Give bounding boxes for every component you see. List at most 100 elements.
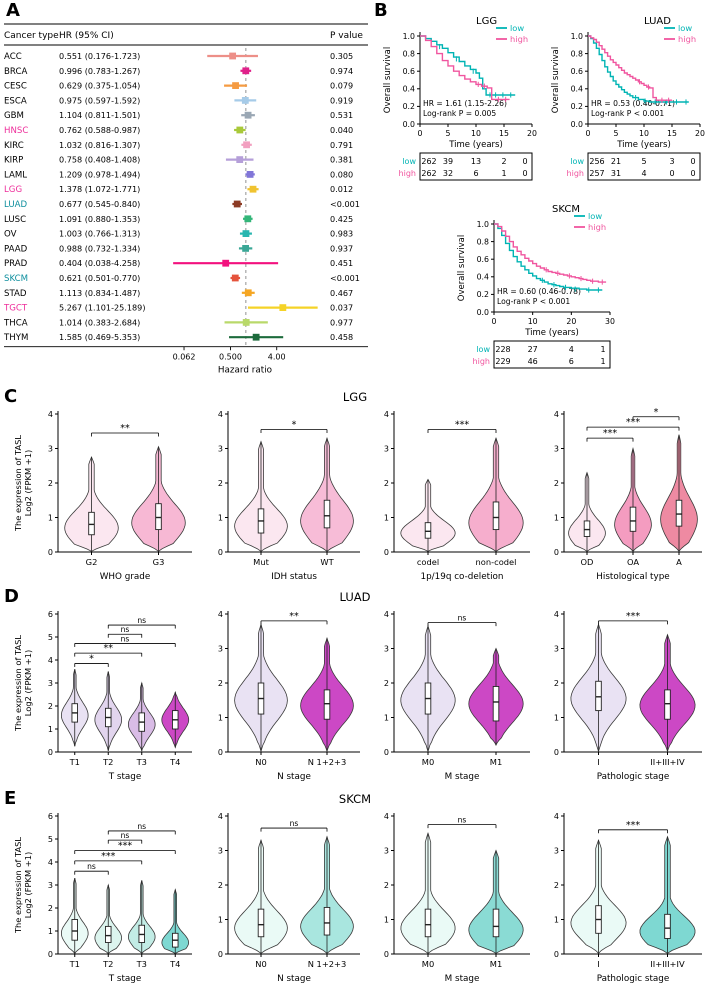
svg-text:LUAD: LUAD — [644, 16, 671, 27]
km-curve-low — [494, 223, 603, 291]
svg-text:ns: ns — [87, 862, 96, 871]
svg-text:LGG: LGG — [4, 185, 22, 195]
svg-text:0.551 (0.176-1.723): 0.551 (0.176-1.723) — [59, 51, 140, 61]
svg-text:***: *** — [626, 611, 641, 622]
svg-text:1: 1 — [554, 513, 559, 522]
svg-text:0.2: 0.2 — [477, 290, 489, 299]
svg-text:262: 262 — [421, 169, 436, 178]
svg-text:4: 4 — [218, 410, 223, 419]
svg-text:SKCM: SKCM — [4, 274, 28, 284]
forest-row-TGCT: TGCT 5.267 (1.101-25.189) 0.037 — [3, 303, 353, 314]
svg-text:1: 1 — [554, 915, 559, 924]
svg-text:1: 1 — [600, 357, 605, 366]
violin-chart-luad-path-stage: 0 1 2 3 4 I II+III+IV Pathologic stage *** — [554, 610, 702, 782]
svg-text:1: 1 — [218, 713, 223, 722]
svg-text:2: 2 — [218, 881, 223, 890]
svg-text:M0: M0 — [422, 959, 434, 969]
svg-text:ns: ns — [121, 625, 130, 634]
svg-text:N0: N0 — [255, 959, 267, 969]
violin-chart-lgg-1p19q: 0 1 2 3 4 codel non-codel 1p/19q co-deletion *** — [384, 410, 530, 582]
km-curve-high — [588, 35, 672, 101]
svg-text:G3: G3 — [153, 557, 165, 567]
forest-row-HNSC: HNSC 0.762 (0.588-0.987) 0.040 — [4, 125, 353, 136]
svg-text:ns: ns — [137, 616, 146, 625]
svg-text:high: high — [678, 34, 696, 44]
svg-text:0.404 (0.038-4.258): 0.404 (0.038-4.258) — [59, 258, 140, 268]
svg-text:10: 10 — [528, 317, 538, 326]
svg-text:4: 4 — [48, 656, 53, 665]
svg-text:codel: codel — [417, 557, 439, 567]
svg-text:T1: T1 — [69, 959, 80, 969]
svg-text:4.00: 4.00 — [268, 353, 286, 362]
svg-text:Overall survival: Overall survival — [457, 235, 467, 301]
svg-text:30: 30 — [605, 317, 615, 326]
svg-text:Log-rank P < 0.001: Log-rank P < 0.001 — [497, 297, 570, 306]
svg-text:0: 0 — [554, 950, 559, 959]
svg-text:0.2: 0.2 — [403, 102, 415, 111]
svg-text:257: 257 — [589, 169, 604, 178]
svg-text:HR = 1.61 (1.15-2.26): HR = 1.61 (1.15-2.26) — [423, 99, 507, 108]
svg-text:ns: ns — [121, 831, 130, 840]
svg-text:2: 2 — [554, 479, 559, 488]
svg-text:A: A — [676, 557, 682, 567]
svg-text:1: 1 — [554, 713, 559, 722]
svg-text:P value: P value — [330, 31, 363, 41]
svg-text:1.378 (1.072-1.771): 1.378 (1.072-1.771) — [59, 184, 140, 194]
svg-text:1.014 (0.383-2.684): 1.014 (0.383-2.684) — [59, 317, 140, 327]
svg-text:0.8: 0.8 — [403, 49, 415, 58]
forest-row-KIRC: KIRC 1.032 (0.816-1.307) 0.791 — [4, 140, 353, 151]
violin-chart-skcm-t-stage: 0 1 2 3 4 5 6 The expression of TASL Log2 (FPKM … — [13, 812, 192, 984]
svg-text:0.988 (0.732-1.334): 0.988 (0.732-1.334) — [59, 243, 140, 253]
svg-text:0: 0 — [522, 157, 527, 166]
svg-text:15: 15 — [499, 129, 509, 138]
svg-text:OV: OV — [4, 230, 17, 240]
svg-text:low: low — [678, 23, 692, 33]
svg-text:0.425: 0.425 — [330, 214, 353, 224]
svg-text:The expression of TASL: The expression of TASL — [13, 435, 23, 532]
svg-text:T2: T2 — [102, 959, 113, 969]
svg-text:0.6: 0.6 — [571, 67, 583, 76]
svg-text:2: 2 — [384, 479, 389, 488]
svg-text:5.267 (1.101-25.189): 5.267 (1.101-25.189) — [59, 303, 145, 313]
svg-text:Mut: Mut — [253, 557, 269, 567]
svg-text:**: ** — [104, 643, 114, 654]
svg-text:Time (years): Time (years) — [616, 140, 671, 150]
svg-text:0.8: 0.8 — [477, 237, 489, 246]
svg-text:0.012: 0.012 — [330, 184, 353, 194]
svg-text:N0: N0 — [255, 757, 267, 767]
svg-text:WT: WT — [320, 557, 334, 567]
svg-text:high: high — [588, 222, 606, 232]
panel-d-letter: D — [4, 586, 19, 607]
svg-text:4: 4 — [554, 812, 559, 821]
svg-text:39: 39 — [443, 157, 453, 166]
svg-text:3: 3 — [384, 444, 389, 453]
svg-text:2: 2 — [48, 904, 53, 913]
svg-text:OD: OD — [581, 557, 594, 567]
svg-text:ns: ns — [290, 819, 299, 828]
svg-text:6: 6 — [473, 169, 478, 178]
svg-text:high: high — [399, 169, 416, 178]
svg-text:low: low — [510, 23, 524, 33]
km-curve-low — [588, 35, 689, 103]
svg-text:**: ** — [289, 611, 299, 622]
svg-text:1: 1 — [501, 169, 506, 178]
svg-text:0: 0 — [384, 950, 389, 959]
forest-row-SKCM: SKCM 0.621 (0.501-0.770) <0.001 — [4, 273, 360, 284]
svg-text:0.4: 0.4 — [571, 85, 583, 94]
svg-text:T4: T4 — [169, 757, 180, 767]
svg-text:21: 21 — [611, 157, 621, 166]
svg-text:0: 0 — [586, 129, 591, 138]
svg-text:262: 262 — [421, 157, 436, 166]
svg-text:0.531: 0.531 — [330, 110, 353, 120]
svg-text:ESCA: ESCA — [4, 96, 27, 106]
svg-text:ns: ns — [121, 634, 130, 643]
violin-chart-luad-t-stage: 0 1 2 3 4 5 6 The expression of TASL Log2 (FPKM … — [13, 610, 192, 782]
panel-b-letter: B — [374, 0, 388, 21]
svg-text:0.381: 0.381 — [330, 155, 353, 165]
svg-text:6: 6 — [569, 357, 574, 366]
svg-text:Cancer type: Cancer type — [4, 31, 59, 41]
svg-text:0.6: 0.6 — [403, 67, 415, 76]
km-curve-low — [420, 35, 516, 96]
svg-text:20: 20 — [566, 317, 576, 326]
